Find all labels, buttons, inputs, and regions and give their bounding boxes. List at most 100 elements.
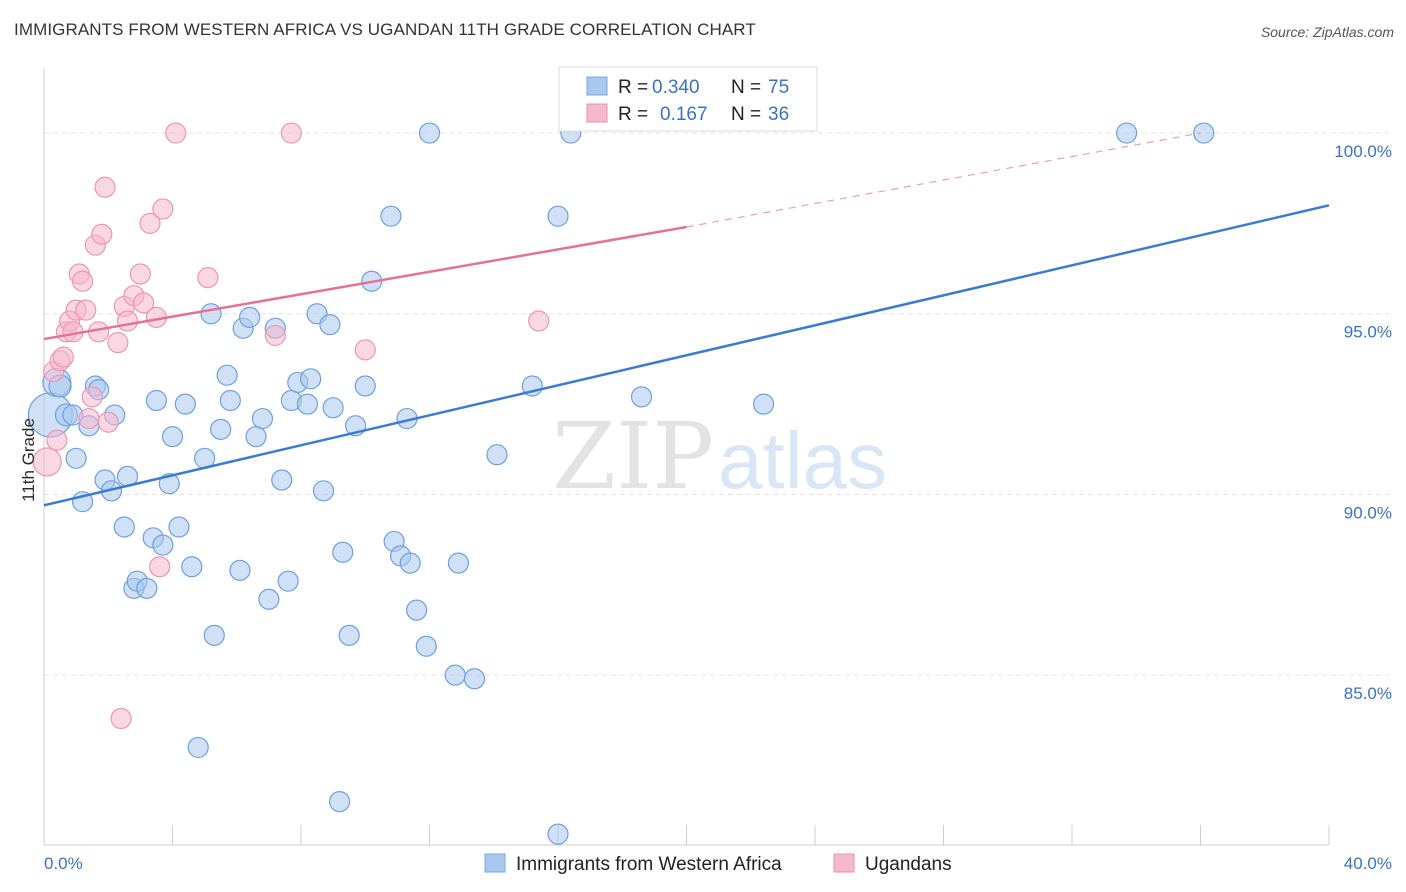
immigrants-point-74 (1116, 122, 1138, 144)
legend-pink-swatch (586, 103, 608, 123)
immigrants-point-44 (296, 393, 319, 415)
immigrants-point-13 (113, 516, 135, 538)
watermark: ZIP atlas (552, 403, 887, 510)
legend-pink-n-value: 36 (768, 104, 789, 125)
immigrants-point-50 (328, 791, 351, 813)
ugandans-trend-extension (686, 132, 1201, 228)
immigrants-point-63 (418, 122, 441, 144)
immigrants-point-24 (174, 393, 196, 415)
ugandans-point-26 (139, 212, 161, 234)
immigrants-point-26 (187, 736, 209, 759)
immigrants-point-21 (158, 473, 180, 495)
ugandans-point-35 (528, 310, 550, 332)
bottom-legend-blue-swatch (484, 853, 506, 873)
correlation-legend: R = 0.340 N = 75 R = 0.167 N = 36 (558, 66, 818, 132)
bottom-legend-pink-label: Ugandans (865, 854, 952, 875)
legend-pink-r-value: 0.167 (660, 104, 708, 125)
legend-blue-n-value: 75 (768, 77, 789, 98)
ugandans-point-32 (264, 324, 286, 347)
legend-blue-n-label: N = (731, 77, 761, 98)
immigrants-point-52 (338, 624, 360, 646)
y-tick-label-1: 95.0% (1344, 323, 1392, 342)
watermark-zip: ZIP (552, 403, 714, 510)
legend-blue-r-value: 0.340 (652, 77, 700, 98)
immigrants-point-62 (415, 635, 437, 657)
ugandans-point-20 (107, 332, 129, 354)
ugandans-point-0 (32, 447, 62, 477)
gridlines (44, 132, 1389, 676)
immigrants-point-60 (399, 552, 421, 574)
immigrants-point-30 (210, 418, 232, 440)
immigrants-point-5 (65, 447, 87, 469)
immigrants-point-23 (168, 516, 190, 538)
immigrants-point-38 (258, 588, 280, 610)
immigrants-point-73 (752, 393, 775, 415)
x-tick-min: 0.0% (44, 854, 83, 873)
watermark-atlas: atlas (718, 416, 887, 505)
immigrants-point-41 (277, 570, 299, 592)
legend-pink-r-label: R = (618, 104, 648, 125)
ugandans-point-31 (197, 267, 219, 289)
ugandans-point-16 (91, 223, 113, 245)
ugandans-point-11 (75, 299, 97, 321)
chart-title: IMMIGRANTS FROM WESTERN AFRICA VS UGANDA… (14, 20, 756, 39)
immigrants-point-36 (245, 426, 267, 448)
immigrants-trend-line (43, 204, 1330, 507)
immigrants-point-47 (312, 480, 335, 502)
bottom-legend-blue-label: Immigrants from Western Africa (516, 854, 782, 875)
immigrants-point-25 (181, 556, 203, 578)
ugandans-point-25 (132, 292, 155, 314)
immigrants-point-45 (300, 368, 322, 390)
y-tick-label-0: 100.0% (1334, 142, 1392, 161)
ugandans-point-18 (97, 411, 119, 433)
ugandans-point-17 (94, 176, 116, 198)
ugandans-point-22 (116, 310, 139, 332)
immigrants-point-70 (547, 205, 569, 227)
immigrants-point-31 (216, 364, 238, 386)
immigrants-point-54 (354, 375, 376, 397)
immigrants-point-61 (406, 599, 428, 621)
immigrants-point-72 (630, 386, 653, 408)
ugandans-point-29 (152, 198, 174, 220)
immigrants-point-49 (322, 397, 344, 419)
immigrants-point-28 (200, 303, 222, 325)
ugandans-point-2 (46, 429, 68, 451)
immigrants-point-51 (332, 541, 354, 563)
immigrants-point-56 (380, 205, 402, 227)
immigrants-point-69 (547, 823, 569, 845)
immigrants-point-75 (1193, 122, 1215, 144)
ugandans-point-21 (110, 707, 132, 730)
immigrants-point-17 (136, 577, 158, 600)
y-tick-label-2: 90.0% (1344, 503, 1392, 522)
immigrants-point-48 (319, 313, 341, 336)
immigrants-point-37 (251, 407, 274, 430)
immigrants-point-33 (229, 559, 251, 581)
series-ugandans-points (32, 122, 550, 730)
immigrants-point-19 (152, 534, 174, 556)
immigrants-point-66 (463, 668, 486, 690)
source-label: Source: ZipAtlas.com (1260, 24, 1394, 40)
ugandans-trend-line (43, 225, 687, 341)
y-tick-label-3: 85.0% (1344, 684, 1392, 703)
ugandans-point-28 (149, 556, 171, 578)
ugandans-point-33 (280, 122, 302, 144)
legend-blue-r-label: R = (618, 77, 648, 98)
immigrants-point-67 (486, 444, 508, 466)
legend-blue-swatch (586, 76, 608, 96)
ugandans-point-30 (165, 122, 187, 144)
immigrants-point-64 (444, 664, 466, 686)
x-tick-max: 40.0% (1344, 854, 1392, 873)
ugandans-point-12 (78, 407, 100, 430)
ugandans-point-4 (52, 346, 74, 368)
immigrants-point-22 (161, 426, 184, 448)
immigrants-point-40 (271, 469, 293, 491)
series-legend: Immigrants from Western Africa Ugandans (484, 853, 952, 875)
ugandans-point-24 (129, 263, 151, 285)
y-axis-label: 11th Grade (19, 418, 38, 502)
immigrants-point-20 (145, 389, 168, 412)
immigrants-point-32 (219, 389, 241, 412)
ugandans-point-34 (354, 339, 376, 361)
bottom-legend-pink-swatch (833, 853, 855, 873)
y-tick-labels: 100.0% 95.0% 90.0% 85.0% (1334, 142, 1392, 703)
